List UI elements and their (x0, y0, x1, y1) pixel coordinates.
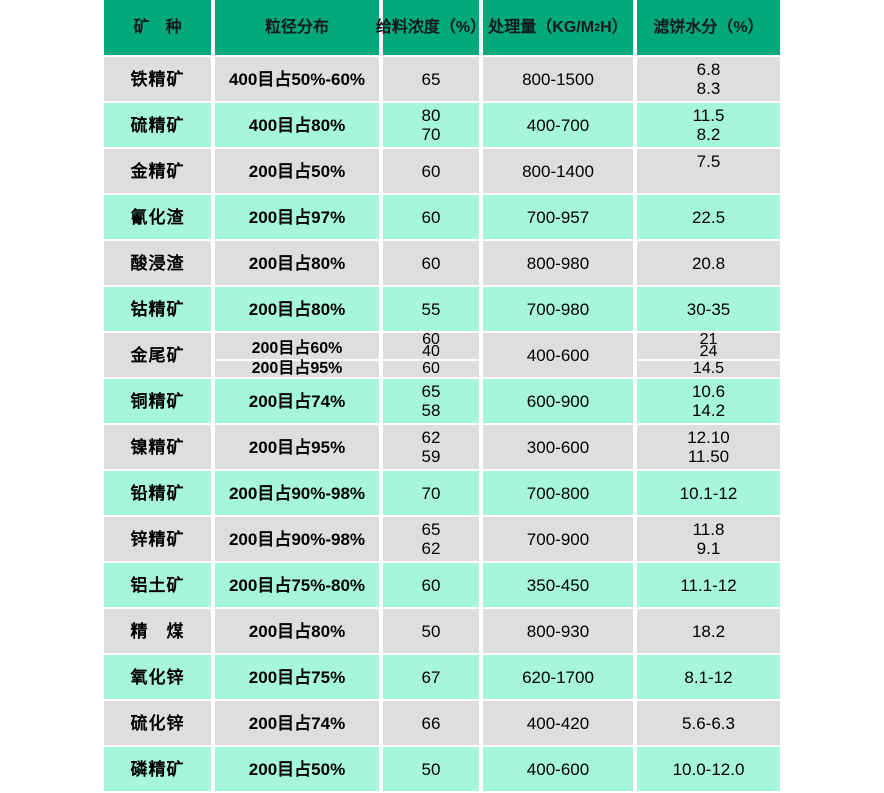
sub-cell-feed-concentration-bottom: 60 (383, 361, 479, 377)
cell-capacity: 800-930 (483, 609, 633, 653)
cell-mineral: 硫精矿 (104, 103, 211, 147)
cell-mineral: 硫化锌 (104, 701, 211, 745)
sub-cell-feed-concentration-top: 60 40 (383, 332, 479, 360)
cell-capacity: 700-900 (483, 517, 633, 561)
cell-mineral: 金精矿 (104, 149, 211, 193)
cell-particle-size: 400目占80% (215, 103, 379, 147)
cell-capacity: 400-700 (483, 103, 633, 147)
cell-particle-size: 200目占50% (215, 149, 379, 193)
cell-particle-size: 200目占74% (215, 379, 379, 423)
cell-cake-moisture-split: 21 24 14.5 (637, 332, 780, 377)
cell-capacity: 700-957 (483, 195, 633, 239)
cell-mineral: 钴精矿 (104, 287, 211, 331)
cell-particle-size: 200目占75% (215, 655, 379, 699)
sub-cell-cake-moisture-top: 21 24 (637, 332, 780, 360)
cell-mineral: 铅精矿 (104, 471, 211, 515)
cell-particle-size: 200目占90%-98% (215, 517, 379, 561)
cell-feed-concentration: 80 70 (383, 103, 479, 147)
header-cell-capacity: 处理量（KG/M 2 H） (483, 0, 633, 55)
cell-particle-size: 200目占50% (215, 747, 379, 791)
cell-feed-concentration: 70 (383, 471, 479, 515)
cell-feed-concentration: 65 62 (383, 517, 479, 561)
cell-mineral: 铁精矿 (104, 57, 211, 101)
sub-cell-particle-size-top: 200目占60% (215, 333, 379, 359)
capacity-prefix: 处理量（KG/M (488, 19, 595, 36)
cell-mineral: 酸浸渣 (104, 241, 211, 285)
cell-mineral: 金尾矿 (104, 333, 211, 377)
cell-cake-moisture: 12.10 11.50 (637, 425, 780, 469)
cell-feed-concentration-split: 60 40 60 (383, 332, 479, 377)
cell-cake-moisture: 20.8 (637, 241, 780, 285)
cell-particle-size: 200目占90%-98% (215, 471, 379, 515)
cell-cake-moisture: 11.8 9.1 (637, 517, 780, 561)
cell-mineral: 铝土矿 (104, 563, 211, 607)
capacity-suffix: H） (600, 19, 628, 36)
cell-capacity: 800-980 (483, 241, 633, 285)
cell-mineral: 铜精矿 (104, 379, 211, 423)
cell-particle-size-split: 200目占60% 200目占95% (215, 333, 379, 377)
cell-cake-moisture: 10.6 14.2 (637, 379, 780, 423)
cell-capacity: 700-980 (483, 287, 633, 331)
minerals-spec-table: 矿 种 粒径分布 给料浓度（%） 处理量（KG/M 2 H） 滤饼水分（%） 铁精矿… (104, 0, 780, 793)
cell-feed-concentration: 50 (383, 747, 479, 791)
cell-capacity: 400-600 (483, 747, 633, 791)
cell-particle-size: 200目占80% (215, 609, 379, 653)
cell-feed-concentration: 60 (383, 195, 479, 239)
header-cell-particle-size: 粒径分布 (215, 0, 379, 55)
cell-cake-moisture: 10.1-12 (637, 471, 780, 515)
cell-capacity: 350-450 (483, 563, 633, 607)
cell-capacity: 800-1500 (483, 57, 633, 101)
cell-feed-concentration: 55 (383, 287, 479, 331)
cell-capacity: 600-900 (483, 379, 633, 423)
cell-capacity: 620-1700 (483, 655, 633, 699)
cell-feed-concentration: 60 (383, 563, 479, 607)
cell-particle-size: 200目占75%-80% (215, 563, 379, 607)
cell-mineral: 磷精矿 (104, 747, 211, 791)
cell-feed-concentration: 62 59 (383, 425, 479, 469)
cell-cake-moisture: 7.5 (637, 149, 780, 193)
cell-feed-concentration: 65 58 (383, 379, 479, 423)
cell-mineral: 氧化锌 (104, 655, 211, 699)
cell-cake-moisture: 30-35 (637, 287, 780, 331)
header-cell-feed-concentration: 给料浓度（%） (376, 0, 486, 55)
cell-capacity: 300-600 (483, 425, 633, 469)
cell-particle-size: 200目占74% (215, 701, 379, 745)
cell-cake-moisture: 10.0-12.0 (637, 747, 780, 791)
cell-cake-moisture: 6.8 8.3 (637, 57, 780, 101)
cell-particle-size: 400目占50%-60% (215, 57, 379, 101)
header-cell-cake-moisture: 滤饼水分（%） (637, 0, 780, 55)
cell-mineral: 镍精矿 (104, 425, 211, 469)
cell-capacity: 800-1400 (483, 149, 633, 193)
cell-feed-concentration: 60 (383, 149, 479, 193)
sub-cell-particle-size-bottom: 200目占95% (215, 361, 379, 377)
cell-particle-size: 200目占95% (215, 425, 379, 469)
cell-feed-concentration: 67 (383, 655, 479, 699)
cell-particle-size: 200目占97% (215, 195, 379, 239)
header-cell-mineral: 矿 种 (104, 0, 211, 55)
cell-feed-concentration: 50 (383, 609, 479, 653)
cell-cake-moisture: 18.2 (637, 609, 780, 653)
cell-mineral: 锌精矿 (104, 517, 211, 561)
cell-feed-concentration: 65 (383, 57, 479, 101)
cell-mineral: 精 煤 (104, 609, 211, 653)
sub-cell-cake-moisture-bottom: 14.5 (637, 361, 780, 377)
cell-cake-moisture: 11.5 8.2 (637, 103, 780, 147)
cell-cake-moisture: 8.1-12 (637, 655, 780, 699)
cell-cake-moisture: 5.6-6.3 (637, 701, 780, 745)
cell-cake-moisture: 22.5 (637, 195, 780, 239)
cell-feed-concentration: 66 (383, 701, 479, 745)
cell-capacity: 400-420 (483, 701, 633, 745)
cell-capacity: 700-800 (483, 471, 633, 515)
cell-particle-size: 200目占80% (215, 241, 379, 285)
cell-cake-moisture: 11.1-12 (637, 563, 780, 607)
cell-particle-size: 200目占80% (215, 287, 379, 331)
cell-capacity: 400-600 (483, 333, 633, 377)
cell-feed-concentration: 60 (383, 241, 479, 285)
cell-mineral: 氰化渣 (104, 195, 211, 239)
